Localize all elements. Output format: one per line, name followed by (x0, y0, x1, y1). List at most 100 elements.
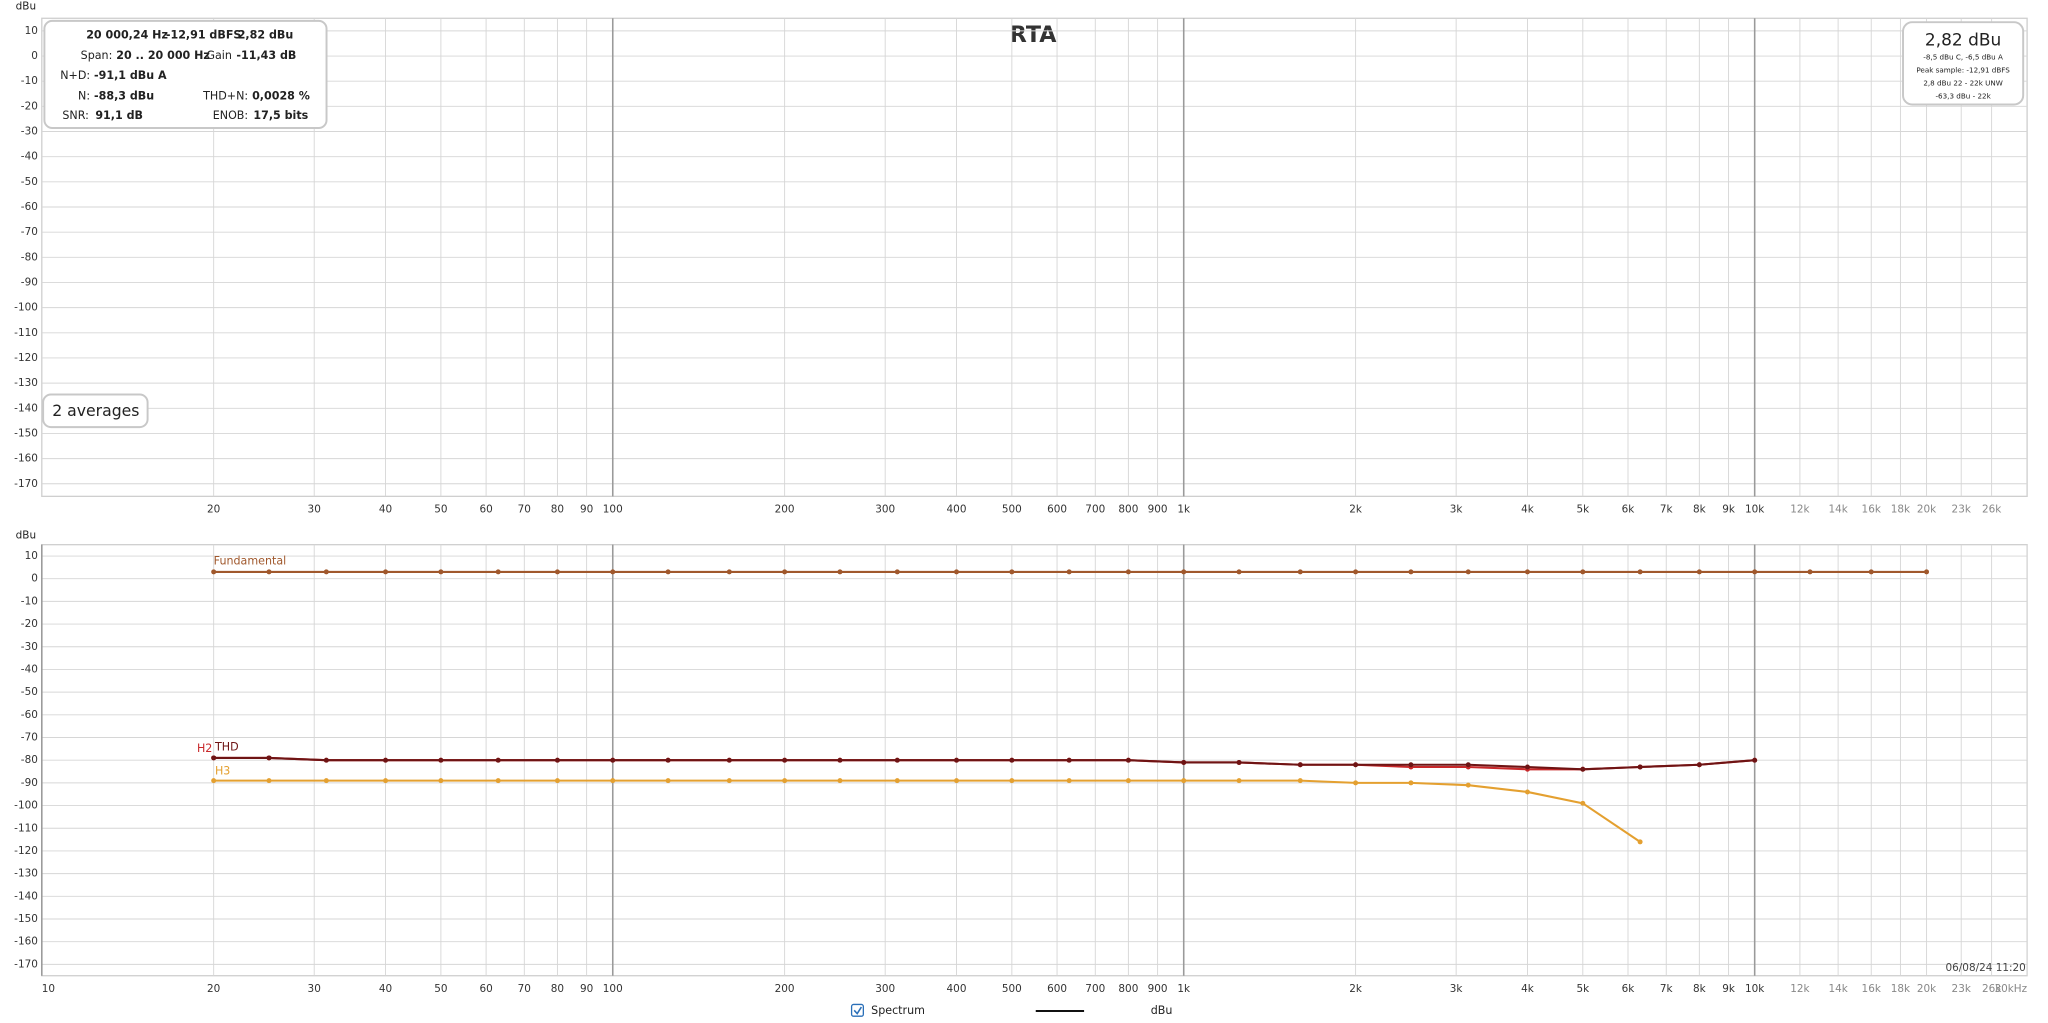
readout-label: Gain (206, 49, 232, 62)
data-point (1009, 569, 1015, 575)
y-tick-label: -10 (21, 595, 38, 607)
x-tick-label: 10 (42, 983, 55, 995)
x-tick-label: 12k (1790, 503, 1810, 515)
x-tick-label: 80 (551, 503, 564, 515)
x-tick-label: 1k (1177, 503, 1191, 515)
x-tick-label: 500 (1002, 503, 1022, 515)
data-point (1066, 778, 1072, 784)
data-point (495, 778, 501, 784)
data-point (211, 569, 217, 575)
level-main: 2,82 dBu (1925, 30, 2001, 50)
data-point (1752, 569, 1758, 575)
data-point (495, 569, 501, 575)
y-tick-label: -10 (21, 75, 38, 87)
data-point (323, 757, 329, 763)
x-tick-label: 3k (1450, 503, 1464, 515)
data-point (1236, 569, 1242, 575)
legend-unit: dBu (1151, 1004, 1173, 1017)
x-tick-label: 23k (1952, 983, 1972, 995)
x-tick-label: 16k (1862, 503, 1882, 515)
data-point (438, 569, 444, 575)
readout-box (43, 19, 328, 129)
y-tick-label: -80 (21, 754, 38, 766)
x-tick-label: 100 (603, 503, 623, 515)
x-tick-label: 7k (1660, 503, 1674, 515)
y-tick-label: -170 (14, 958, 38, 970)
data-point (954, 757, 959, 763)
data-point (495, 757, 501, 763)
data-point (1924, 569, 1930, 575)
data-point (665, 778, 671, 784)
data-point (438, 757, 444, 763)
data-point (1524, 569, 1530, 575)
data-point (1580, 800, 1586, 806)
data-point (726, 757, 732, 763)
series-label: Fundamental (214, 554, 287, 567)
data-point (1353, 762, 1359, 768)
y-tick-label: 0 (31, 573, 38, 585)
data-point (837, 778, 843, 784)
data-point (726, 569, 732, 575)
y-tick-label: -20 (21, 100, 38, 112)
x-tick-label: 300 (875, 983, 895, 995)
y-tick-label: -70 (21, 732, 38, 744)
data-point (1236, 778, 1242, 784)
y-axis-label: dBu (16, 1, 36, 13)
data-point (266, 569, 272, 575)
legend-label[interactable]: Spectrum (871, 1004, 925, 1017)
readout-dbfs: -12,91 dBFS (166, 28, 242, 41)
x-tick-label: 7k (1660, 983, 1674, 995)
x-tick-label: 20 (207, 983, 220, 995)
x-tick-label: 500 (1002, 983, 1022, 995)
x-tick-label: 9k (1722, 503, 1736, 515)
y-tick-label: -90 (21, 276, 38, 288)
data-point (1066, 569, 1072, 575)
series-label: H3 (215, 764, 230, 777)
x-tick-label: 2k (1349, 503, 1363, 515)
y-tick-label: -30 (21, 126, 38, 138)
x-tick-label: 18k (1891, 983, 1911, 995)
data-point (1752, 757, 1758, 763)
y-tick-label: -40 (21, 151, 38, 163)
chart-title: RTA (1010, 22, 1057, 48)
y-axis-label: dBu (16, 530, 36, 542)
data-point (782, 778, 788, 784)
chart: dBu100-10-20-30-40-50-60-70-80-90-100-11… (14, 530, 2028, 995)
x-tick-label: 23k (1952, 503, 1972, 515)
x-tick-label: 14k (1828, 983, 1848, 995)
readout-value: -91,1 dBu A (94, 69, 167, 82)
data-point (383, 569, 389, 575)
data-point (266, 778, 272, 784)
averages-box[interactable] (42, 393, 149, 429)
data-point (1353, 569, 1359, 575)
data-point (266, 755, 272, 761)
x-tick-label: 60 (479, 503, 492, 515)
x-tick-label: 800 (1118, 983, 1138, 995)
x-tick-label: 90 (580, 503, 593, 515)
readout-label: Span: (81, 49, 113, 62)
data-point (554, 757, 560, 763)
data-point (1297, 778, 1303, 784)
data-point (1408, 780, 1414, 786)
y-tick-label: -120 (14, 845, 38, 857)
level-line: Peak sample: -12,91 dBFS (1916, 66, 2010, 75)
readout-value: 20 .. 20 000 Hz (116, 49, 210, 62)
x-tick-label: 18k (1891, 503, 1911, 515)
x-tick-label: 50 (434, 503, 447, 515)
data-point (1465, 782, 1471, 788)
x-tick-label: 40 (379, 503, 392, 515)
y-tick-label: -130 (14, 377, 38, 389)
data-point (954, 778, 959, 784)
y-tick-label: 10 (25, 550, 38, 562)
x-tick-label: 30kHz (1994, 983, 2027, 995)
series-line (213, 756, 1755, 771)
data-point (383, 778, 389, 784)
y-tick-label: -90 (21, 777, 38, 789)
x-tick-label: 100 (603, 983, 623, 995)
x-tick-label: 200 (775, 503, 795, 515)
data-point (1807, 569, 1813, 575)
x-tick-label: 12k (1790, 983, 1810, 995)
data-point (894, 757, 900, 763)
y-tick-label: -70 (21, 226, 38, 238)
